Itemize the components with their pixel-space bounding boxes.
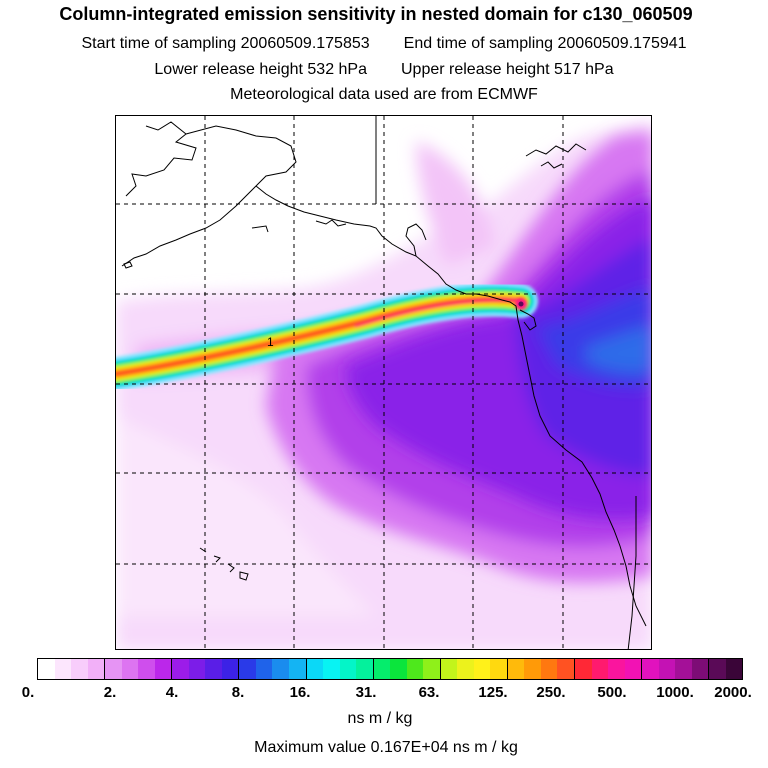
colorbar-segment — [641, 659, 659, 679]
colorbar-tick-label: 0. — [21, 684, 35, 701]
colorbar-tick-label: 125. — [478, 684, 508, 701]
colorbar-segment — [608, 659, 625, 679]
colorbar-segment — [490, 659, 507, 679]
colorbar-tick-label: 8. — [231, 684, 245, 701]
colorbar-tick-label: 2000. — [714, 684, 752, 701]
colorbar-segment — [356, 659, 373, 679]
colorbar-segment — [557, 659, 574, 679]
met-data-source: Meteorological data used are from ECMWF — [230, 86, 538, 103]
colorbar-segment — [87, 659, 105, 679]
colorbar-segment — [439, 659, 458, 679]
coastlines — [121, 116, 647, 649]
colorbar-segment — [121, 659, 139, 679]
colorbar-units: ns m / kg — [347, 710, 413, 727]
release-heights: Lower release height 532 hPa Upper releas… — [0, 61, 768, 79]
colorbar-segment — [675, 659, 692, 679]
colorbar-segment — [457, 659, 474, 679]
colorbar-segment — [154, 659, 172, 679]
colorbar-segment — [725, 659, 743, 679]
colorbar-tick-label: 250. — [536, 684, 566, 701]
colorbar-tick-label: 63. — [418, 684, 440, 701]
colorbar-segment — [38, 659, 55, 679]
sensitivity-map: 1 — [115, 115, 652, 650]
colorbar-segment — [524, 659, 541, 679]
colorbar-ticks: 0. 2. 4. 8. 16. 31. 63. 125. 250. 500. 1000. 2000. — [0, 684, 768, 704]
colorbar-segment — [188, 659, 206, 679]
sensitivity-plume — [116, 282, 538, 391]
sensitivity-field-high — [346, 196, 651, 520]
colorbar-segment — [574, 659, 592, 679]
colorbar-tick-label: 2. — [103, 684, 117, 701]
maximum-value: Maximum value 0.167E+04 ns m / kg — [254, 739, 518, 756]
colorbar-tick-label: 1000. — [656, 684, 694, 701]
colorbar-segment — [591, 659, 609, 679]
colorbar-segment — [390, 659, 407, 679]
upper-release-height: Upper release height 517 hPa — [401, 61, 614, 78]
sampling-times: Start time of sampling 20060509.175853 En… — [0, 35, 768, 53]
colorbar-segment — [71, 659, 88, 679]
lower-release-height: Lower release height 532 hPa — [154, 61, 367, 78]
end-time: End time of sampling 20060509.175941 — [403, 35, 687, 52]
colorbar-tick-label: 500. — [597, 684, 627, 701]
colorbar-segment — [406, 659, 424, 679]
colorbar-segment — [305, 659, 324, 679]
colorbar-segment — [104, 659, 122, 679]
plume-origin — [515, 298, 527, 310]
colorbar-segment — [658, 659, 676, 679]
colorbar-segment — [323, 659, 340, 679]
colorbar-segment — [138, 659, 155, 679]
graticule — [116, 116, 651, 649]
colorbar-segment — [171, 659, 189, 679]
colorbar-segment — [540, 659, 558, 679]
colorbar — [37, 658, 743, 680]
colorbar-segment — [255, 659, 273, 679]
start-time: Start time of sampling 20060509.175853 — [81, 35, 370, 52]
colorbar-segment — [708, 659, 726, 679]
colorbar-tick-label: 4. — [165, 684, 179, 701]
colorbar-segment — [506, 659, 525, 679]
colorbar-segment — [423, 659, 440, 679]
colorbar-segment — [205, 659, 222, 679]
colorbar-segment — [339, 659, 357, 679]
colorbar-segment — [691, 659, 709, 679]
colorbar-segment — [238, 659, 256, 679]
colorbar-segment — [221, 659, 239, 679]
colorbar-tick-label: 31. — [355, 684, 377, 701]
colorbar-tick-label: 16. — [289, 684, 311, 701]
colorbar-segment — [473, 659, 491, 679]
colorbar-segment — [624, 659, 642, 679]
colorbar-segment — [372, 659, 391, 679]
colorbar-segment — [54, 659, 72, 679]
colorbar-segment — [288, 659, 306, 679]
plot-title: Column-integrated emission sensitivity i… — [59, 4, 693, 24]
trajectory-marker-label: 1 — [267, 335, 274, 349]
colorbar-segment — [272, 659, 289, 679]
